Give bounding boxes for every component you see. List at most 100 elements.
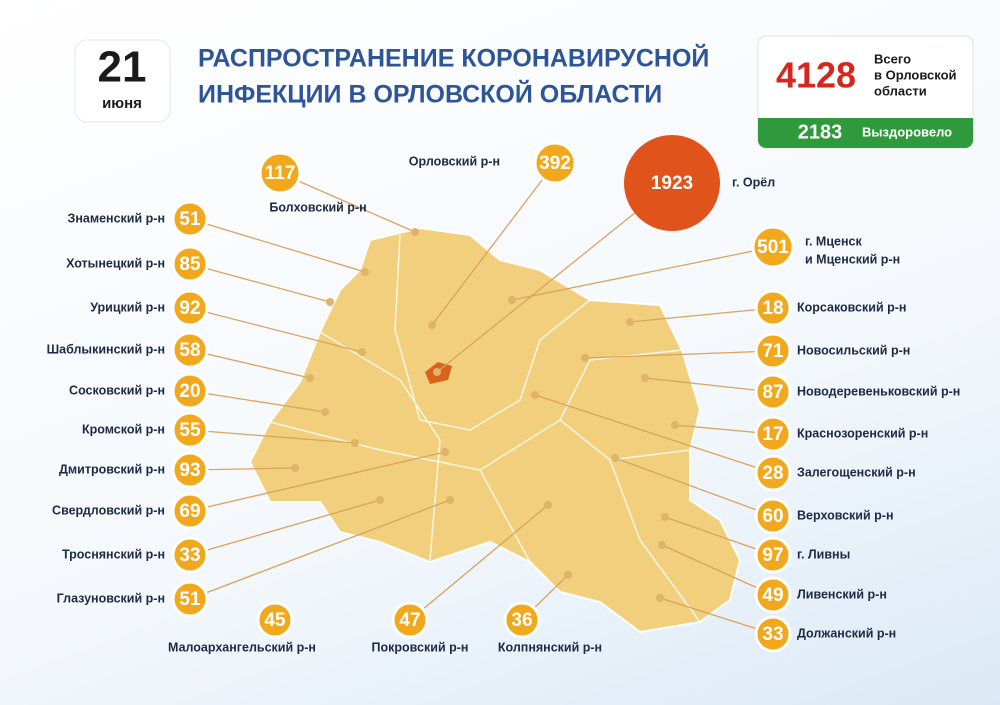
district-value: 93: [179, 460, 200, 481]
value-bubble: [171, 580, 209, 618]
district-value: 58: [179, 340, 200, 361]
district-name: Урицкий р-н: [90, 300, 165, 314]
leader-line: [431, 162, 556, 326]
district-value: 87: [762, 382, 783, 403]
district-dot: [351, 439, 359, 447]
value-bubble: [754, 373, 792, 411]
date-month: июня: [102, 95, 142, 112]
district-name: и Мценский р-н: [805, 252, 900, 266]
district-name: Новодеревеньковский р-н: [797, 384, 960, 398]
title-line: РАСПРОСТРАНЕНИЕ КОРОНАВИРУСНОЙ: [198, 43, 709, 73]
district-dot: [531, 391, 539, 399]
district-name: Троснянский р-н: [62, 547, 165, 561]
leader-line: [584, 350, 774, 359]
value-bubble: [754, 332, 792, 370]
district-value: 51: [179, 209, 201, 230]
leader-line: [189, 429, 356, 444]
district-dot: [581, 354, 589, 362]
value-bubble: [751, 225, 795, 269]
district-value: 392: [539, 153, 571, 174]
leader-line: [661, 544, 774, 596]
value-bubble: [503, 601, 541, 639]
district-name: Краснозоренский р-н: [797, 426, 928, 440]
value-bubble: [171, 451, 209, 489]
district-name: Ливенский р-н: [797, 587, 887, 601]
leader-line: [629, 307, 774, 323]
district-value: 45: [264, 610, 286, 631]
value-bubble: [171, 245, 209, 283]
value-bubble: [533, 141, 577, 185]
total-label: Всего: [874, 51, 911, 66]
leader-line: [409, 504, 549, 621]
leader-line: [189, 499, 381, 556]
total-label: области: [874, 83, 927, 98]
value-bubble: [754, 576, 792, 614]
district-value: 69: [179, 501, 200, 522]
district-value: 33: [762, 624, 783, 645]
district-value: 36: [511, 610, 532, 631]
district-dot: [544, 501, 552, 509]
district-dot: [658, 541, 666, 549]
district-dot: [358, 348, 366, 356]
district-name: Верховский р-н: [797, 508, 894, 522]
leader-line: [534, 394, 774, 474]
district-dot: [661, 513, 669, 521]
district-value: 117: [265, 163, 296, 184]
value-bubble: [171, 289, 209, 327]
district-dot: [626, 318, 634, 326]
district-name: Болховский р-н: [269, 200, 366, 214]
district-name: Колпнянский р-н: [498, 640, 602, 654]
recovered-value: 2183: [798, 121, 843, 143]
leader-line: [659, 597, 774, 635]
district-value: 97: [762, 545, 783, 566]
leader-line: [189, 390, 326, 413]
district-name: Дмитровский р-н: [59, 462, 165, 476]
district-dot: [671, 421, 679, 429]
leader-line: [189, 218, 366, 273]
district-dot: [641, 374, 649, 382]
district-value: 1923: [651, 173, 693, 194]
district-dot: [306, 374, 314, 382]
district-dot: [441, 448, 449, 456]
recovered-label: Выздоровело: [862, 124, 952, 139]
district-name: г. Ливны: [797, 547, 850, 561]
district-name: Залегощенский р-н: [797, 465, 916, 479]
date-box: [74, 39, 171, 123]
title-line: ИНФЕКЦИИ В ОРЛОВСКОЙ ОБЛАСТИ: [198, 79, 662, 109]
value-bubble: [754, 415, 792, 453]
total-value: 4128: [776, 55, 856, 96]
district-dot: [564, 571, 572, 579]
district-value: 18: [762, 298, 783, 319]
leader-line: [189, 451, 446, 512]
value-bubble: [171, 411, 209, 449]
district-name: Глазуновский р-н: [57, 591, 165, 605]
leader-line: [279, 172, 416, 233]
district-name: Малоархангельский р-н: [168, 640, 316, 654]
district-value: 501: [757, 237, 789, 258]
district-dot: [433, 368, 441, 376]
leader-line: [614, 457, 774, 517]
district-dot: [508, 296, 516, 304]
date-day: 21: [98, 43, 147, 92]
value-bubble: [754, 536, 792, 574]
district-dot: [611, 454, 619, 462]
region-map: [248, 226, 742, 634]
leader-line: [436, 182, 673, 373]
district-dot: [361, 268, 369, 276]
district-value: 92: [179, 298, 200, 319]
leader-line: [189, 263, 331, 303]
leader-line: [664, 516, 774, 556]
leader-line: [189, 307, 363, 353]
value-bubble: [258, 151, 302, 195]
district-dot: [321, 408, 329, 416]
district-dot: [446, 496, 454, 504]
district-dot: [411, 228, 419, 236]
district-value: 85: [179, 254, 201, 275]
district-name: Хотынецкий р-н: [66, 256, 165, 270]
value-bubble: [391, 601, 429, 639]
district-value: 20: [179, 381, 200, 402]
leader-line: [189, 349, 311, 379]
district-name: Должанский р-н: [797, 626, 896, 640]
value-bubble: [754, 497, 792, 535]
